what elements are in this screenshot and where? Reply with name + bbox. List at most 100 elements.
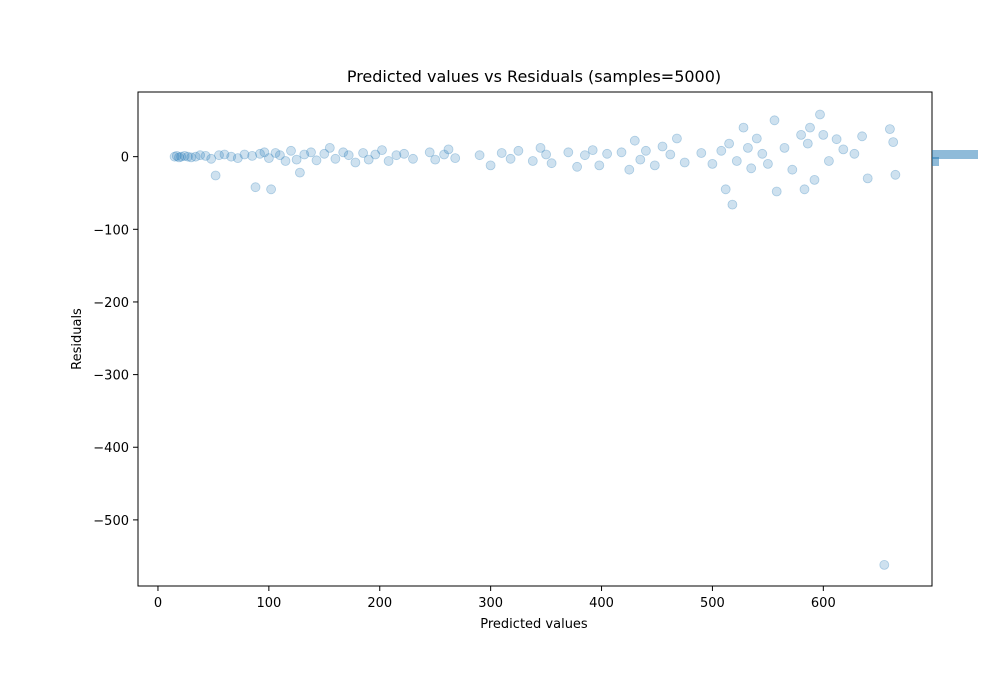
y-tick-label: −300: [93, 369, 129, 384]
scatter-point: [888, 137, 899, 148]
scatter-point: [263, 153, 274, 164]
scatter-point: [358, 148, 369, 158]
scatter-point: [443, 144, 454, 155]
scatter-point: [239, 149, 250, 160]
scatter-point: [377, 145, 387, 156]
scatter-point: [641, 145, 651, 156]
y-tick-label: −500: [93, 514, 129, 529]
scatter-point: [219, 149, 230, 160]
scatter-point: [195, 150, 206, 161]
scatter-point: [746, 163, 757, 174]
scatter-point: [771, 186, 782, 197]
y-axis-ticks: 0 −100 −200 −300 −400 −500: [93, 151, 138, 529]
scatter-point: [266, 184, 277, 195]
scatter-points: [169, 109, 901, 570]
scatter-point: [809, 174, 820, 185]
scatter-point: [616, 147, 627, 158]
scatter-point: [319, 148, 330, 159]
y-tick-label: 0: [121, 151, 129, 166]
plot-area-frame: [137, 91, 933, 587]
scatter-point: [796, 129, 806, 140]
scatter-point: [190, 151, 201, 162]
scatter-point: [787, 164, 798, 175]
scatter-point: [716, 145, 727, 156]
scatter-point: [838, 144, 849, 155]
scatter-point: [696, 148, 707, 158]
x-tick-label: 0: [154, 596, 162, 611]
scatter-point: [206, 153, 217, 164]
x-axis-ticks: 0 100 200 300 400 500 600: [154, 586, 836, 611]
scatter-point: [343, 150, 354, 161]
scatter-point: [171, 150, 182, 161]
scatter-point: [815, 109, 825, 120]
scatter-point: [727, 199, 738, 210]
scatter-point: [769, 115, 780, 126]
scatter-point: [757, 148, 768, 159]
scatter-point: [270, 148, 281, 158]
scatter-point: [247, 150, 258, 161]
scatter-point: [885, 124, 895, 135]
scatter-point: [439, 149, 450, 160]
scatter-point: [311, 155, 322, 166]
scatter-point: [738, 122, 749, 133]
scatter-point: [186, 152, 197, 163]
scatter-point: [286, 145, 296, 156]
scatter-point: [485, 160, 496, 171]
scatter-point: [391, 150, 402, 161]
scatter-point: [707, 158, 718, 169]
scatter-point: [831, 134, 842, 145]
scatter-point: [370, 149, 381, 160]
scatter-point: [169, 151, 180, 162]
scatter-point: [324, 142, 335, 153]
scatter-point: [546, 158, 557, 169]
scatter-point: [250, 182, 261, 193]
scatter-point: [306, 147, 316, 158]
scatter-point: [635, 154, 646, 165]
scatter-point: [408, 153, 418, 164]
scatter-point: [350, 157, 361, 168]
scatter-point: [541, 149, 551, 160]
x-tick-label: 300: [478, 596, 503, 611]
scatter-point: [580, 150, 590, 161]
scatter-point: [563, 147, 574, 158]
scatter-point: [294, 167, 305, 178]
scatter-point: [274, 150, 285, 161]
scatter-point: [862, 173, 873, 184]
scatter-point: [200, 150, 211, 161]
scatter-point: [330, 153, 341, 164]
scatter-point: [430, 154, 441, 165]
x-tick-label: 600: [811, 596, 836, 611]
x-tick-label: 200: [367, 596, 392, 611]
scatter-point: [779, 142, 790, 153]
scatter-point: [587, 145, 598, 156]
chart-title: Predicted values vs Residuals (samples=5…: [347, 67, 721, 86]
scatter-point: [255, 148, 265, 159]
scatter-point: [527, 156, 538, 166]
scatter-point: [679, 157, 690, 168]
scatter-point: [629, 135, 640, 146]
scatter-point: [572, 161, 582, 172]
scatter-point: [805, 122, 815, 133]
scatter-point: [720, 184, 731, 195]
scatter-point: [602, 148, 612, 159]
scatter-point: [818, 129, 829, 140]
scatter-point: [179, 150, 190, 161]
scatter-point: [743, 142, 753, 153]
scatter-point: [210, 170, 221, 181]
scatter-point: [363, 154, 374, 165]
scatter-point: [259, 147, 270, 158]
scatter-point: [513, 145, 524, 156]
scatter-point: [399, 148, 410, 159]
scatter-point: [535, 142, 546, 153]
scatter-point: [857, 131, 867, 142]
scatter-point: [291, 154, 302, 165]
scatter-point: [338, 147, 349, 158]
scatter-point: [450, 153, 461, 164]
scatter-point: [299, 149, 310, 160]
scatter-point: [802, 138, 813, 149]
scatter-point: [624, 164, 635, 175]
x-tick-label: 100: [256, 596, 281, 611]
scatter-point: [890, 169, 901, 180]
scatter-point: [182, 151, 193, 162]
scatter-point: [672, 133, 682, 144]
